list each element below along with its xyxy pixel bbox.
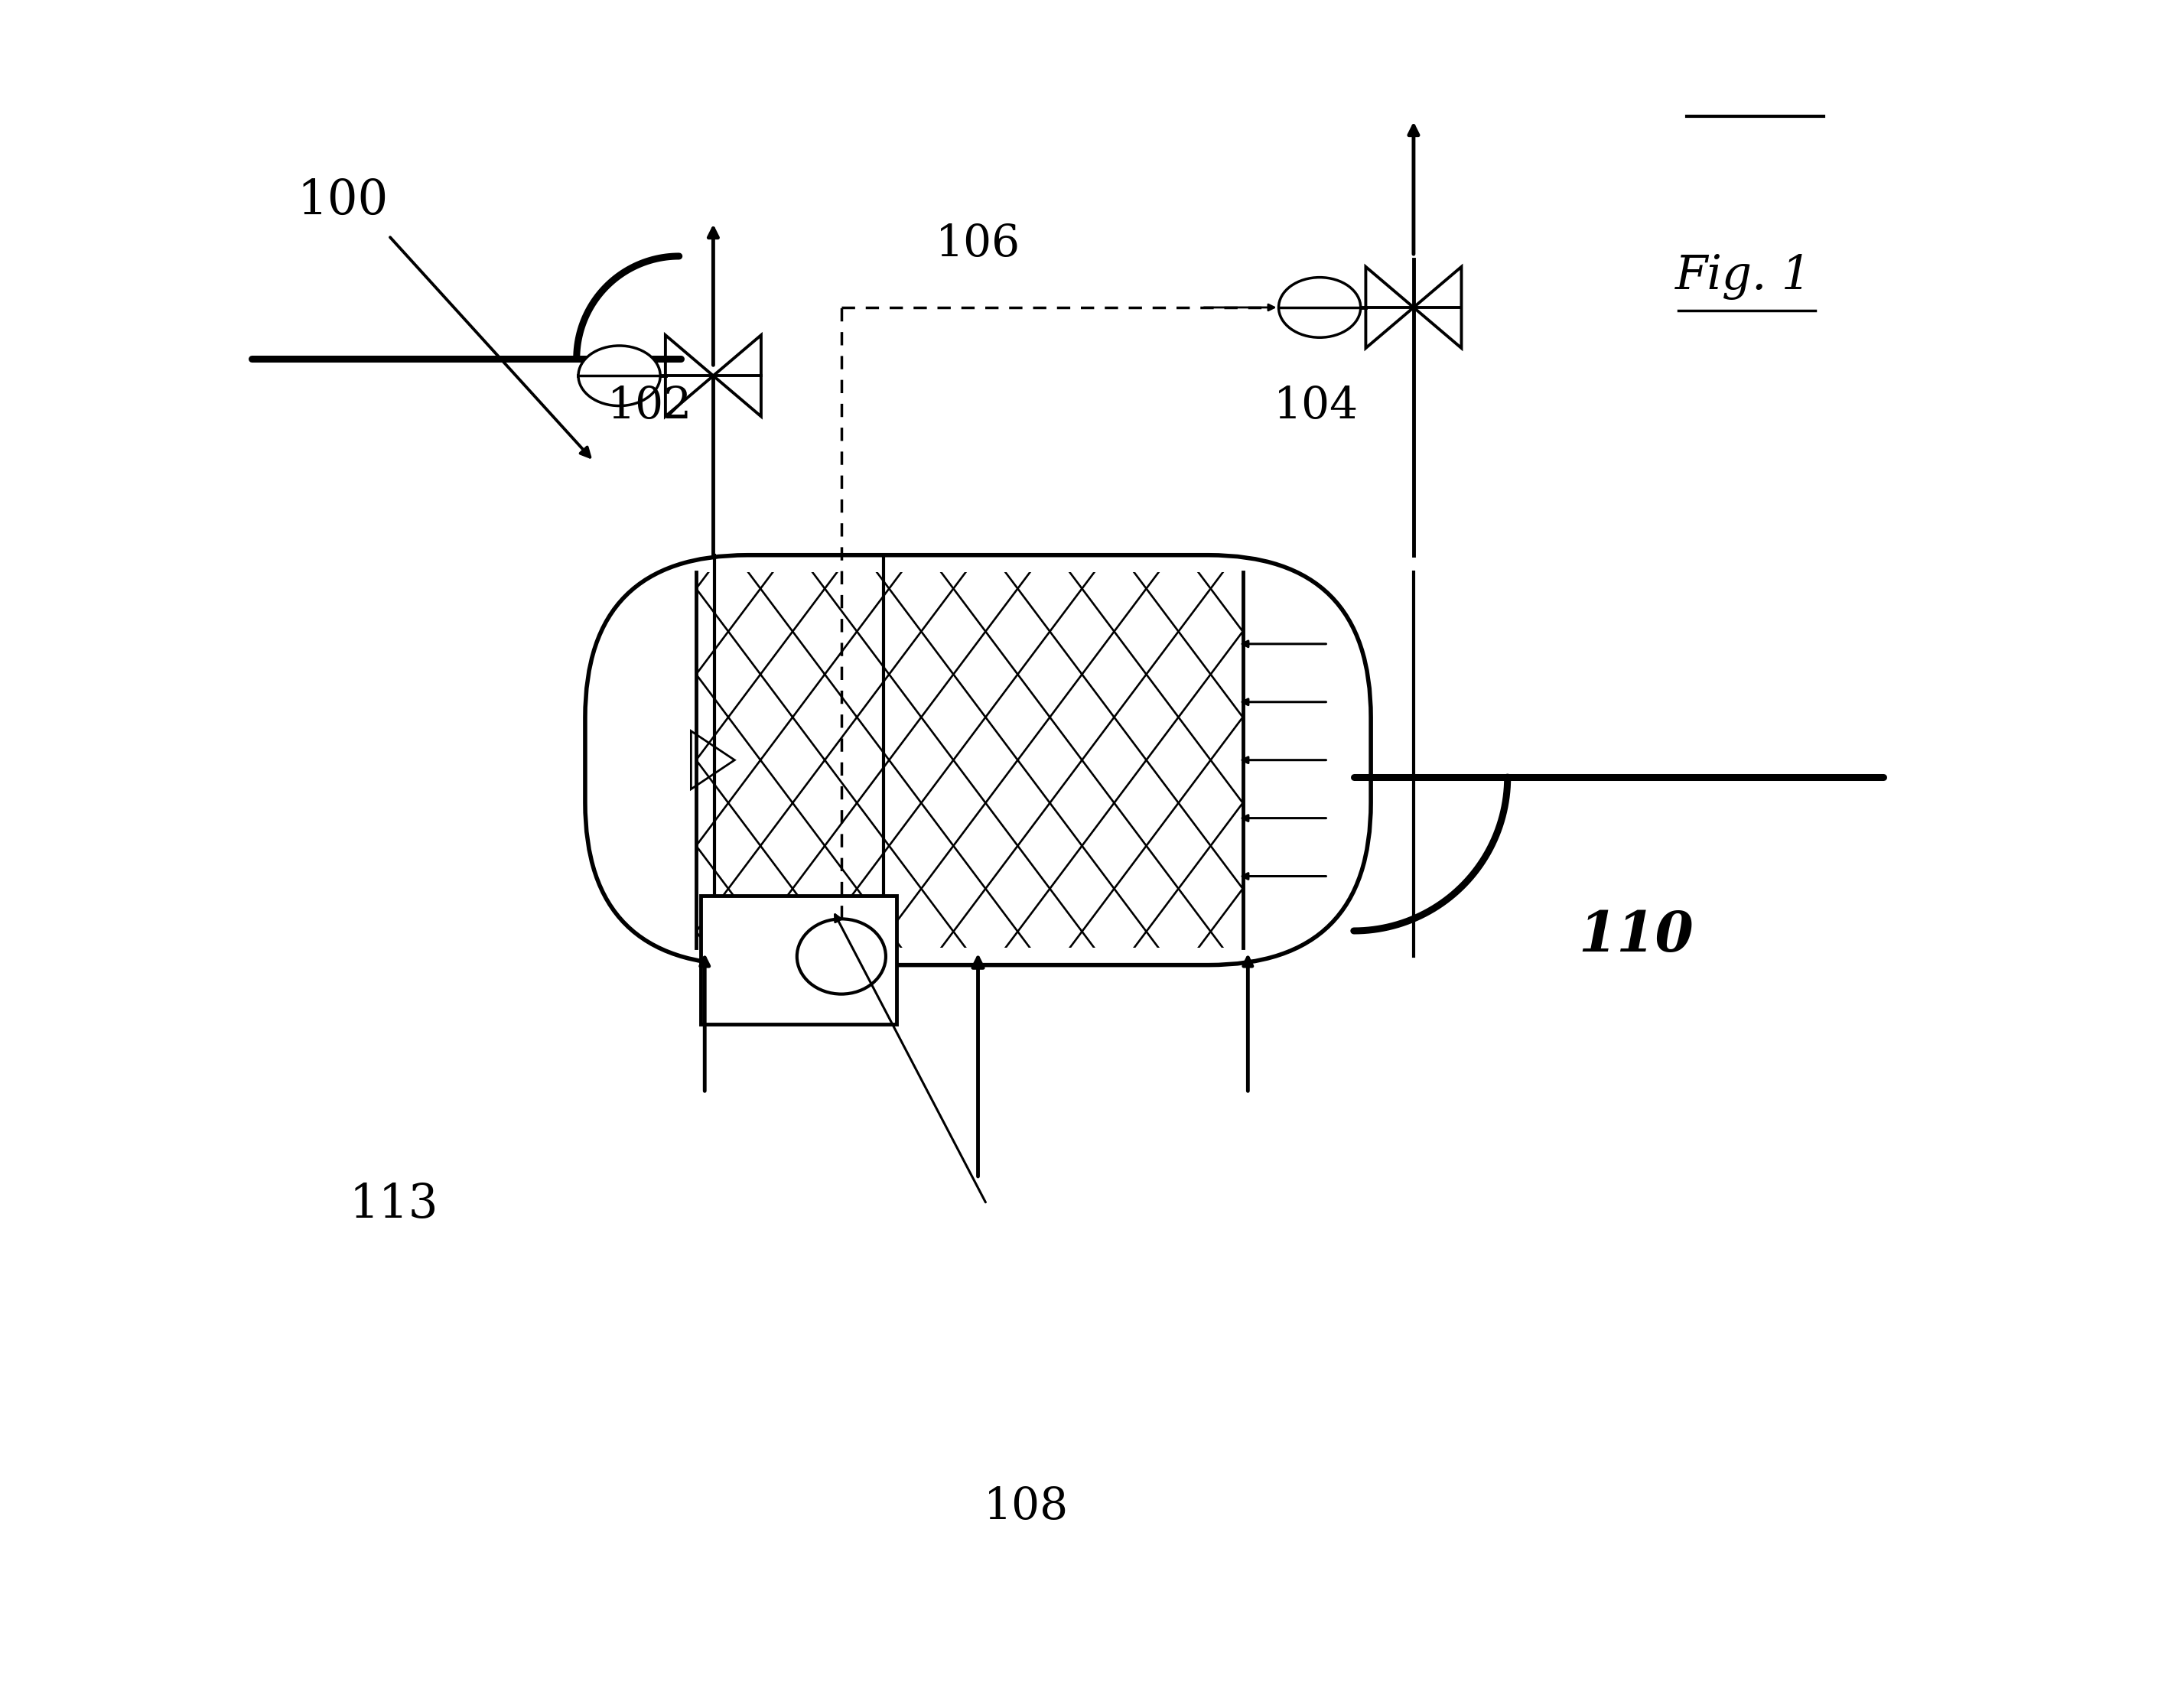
Text: 113: 113 xyxy=(350,1182,439,1226)
Text: 106: 106 xyxy=(936,222,1020,266)
Ellipse shape xyxy=(1279,277,1361,338)
Text: 100: 100 xyxy=(296,178,389,225)
Text: 110: 110 xyxy=(1578,909,1694,963)
Text: 104: 104 xyxy=(1273,384,1359,429)
Bar xyxy=(700,895,897,1023)
Text: 102: 102 xyxy=(607,384,692,429)
Text: 108: 108 xyxy=(983,1484,1068,1529)
Ellipse shape xyxy=(797,919,886,994)
FancyBboxPatch shape xyxy=(586,555,1370,965)
Ellipse shape xyxy=(579,345,661,407)
Text: Fig. 1: Fig. 1 xyxy=(1675,254,1811,299)
